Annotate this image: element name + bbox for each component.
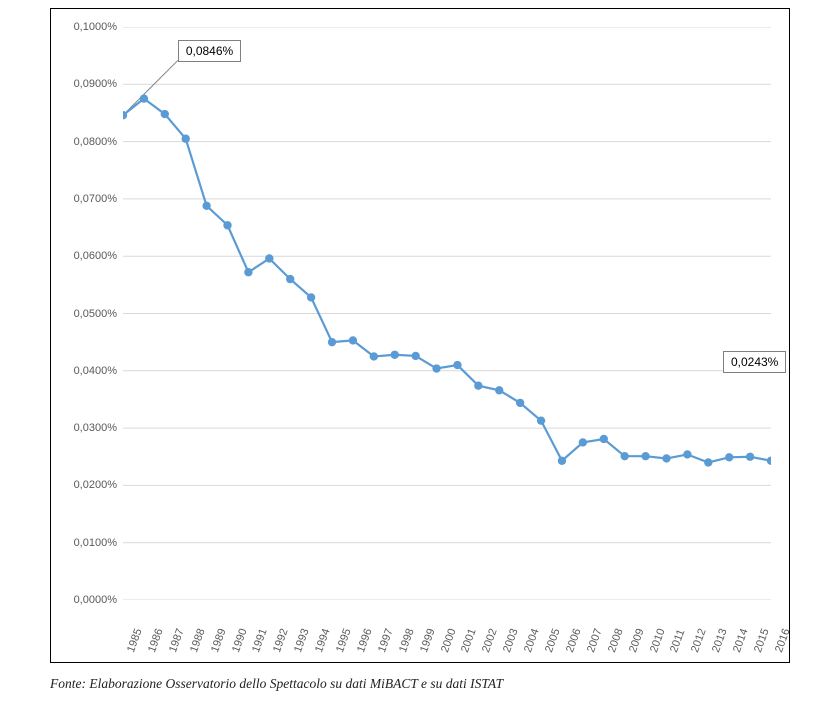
y-tick-label: 0,0000% xyxy=(59,594,117,606)
data-marker xyxy=(641,452,649,460)
source-text: Fonte: Elaborazione Osservatorio dello S… xyxy=(50,676,503,691)
x-tick-label: 1987 xyxy=(167,627,187,654)
gridlines xyxy=(123,27,771,600)
x-tick-label: 2014 xyxy=(731,627,751,654)
x-tick-label: 2008 xyxy=(606,627,626,654)
data-marker xyxy=(620,452,628,460)
y-tick-label: 0,0700% xyxy=(59,193,117,205)
data-line xyxy=(123,99,771,463)
y-tick-label: 0,0500% xyxy=(59,308,117,320)
x-tick-label: 2011 xyxy=(668,628,687,654)
data-marker xyxy=(411,352,419,360)
y-tick-label: 0,0800% xyxy=(59,136,117,148)
callout-leaders xyxy=(123,60,771,460)
x-tick-label: 2006 xyxy=(564,627,584,654)
x-tick-label: 1989 xyxy=(209,627,229,654)
source-caption: Fonte: Elaborazione Osservatorio dello S… xyxy=(50,676,503,692)
data-marker xyxy=(432,364,440,372)
x-tick-label: 2002 xyxy=(480,627,500,654)
callout-text: 0,0243% xyxy=(731,355,778,369)
x-tick-label: 2012 xyxy=(689,627,709,654)
plot-svg xyxy=(123,27,771,600)
y-tick-label: 0,0300% xyxy=(59,422,117,434)
data-marker xyxy=(683,450,691,458)
chart-container: 0,0846% 0,0243% 198519861987198819891990… xyxy=(0,0,840,717)
data-marker xyxy=(140,94,148,102)
x-tick-label: 1999 xyxy=(418,627,438,654)
data-marker xyxy=(600,435,608,443)
data-marker xyxy=(328,338,336,346)
data-marker xyxy=(182,135,190,143)
data-marker xyxy=(579,438,587,446)
data-marker xyxy=(537,416,545,424)
x-tick-label: 1991 xyxy=(250,627,270,654)
x-tick-label: 2007 xyxy=(585,627,605,654)
x-tick-label: 2003 xyxy=(501,627,521,654)
x-tick-label: 1985 xyxy=(125,627,145,654)
x-tick-label: 1992 xyxy=(271,627,291,654)
y-tick-label: 0,1000% xyxy=(59,21,117,33)
x-tick-label: 2005 xyxy=(543,627,563,654)
x-tick-label: 2010 xyxy=(648,627,668,654)
x-tick-label: 2000 xyxy=(439,627,459,654)
data-markers xyxy=(123,94,771,466)
data-marker xyxy=(474,382,482,390)
x-tick-label: 1986 xyxy=(146,627,166,654)
y-tick-label: 0,0100% xyxy=(59,537,117,549)
x-tick-label: 1995 xyxy=(334,627,354,654)
data-marker xyxy=(223,221,231,229)
y-tick-label: 0,0600% xyxy=(59,250,117,262)
x-tick-label: 2013 xyxy=(710,627,730,654)
x-tick-label: 1993 xyxy=(292,627,312,654)
callout-text: 0,0846% xyxy=(186,44,233,58)
data-marker xyxy=(495,386,503,394)
data-marker xyxy=(370,352,378,360)
data-marker xyxy=(307,293,315,301)
callout-label-first: 0,0846% xyxy=(178,40,241,62)
data-marker xyxy=(725,453,733,461)
data-marker xyxy=(161,110,169,118)
x-tick-label: 1988 xyxy=(188,627,208,654)
plot-area: 0,0846% 0,0243% xyxy=(123,27,771,600)
data-marker xyxy=(704,458,712,466)
y-tick-label: 0,0400% xyxy=(59,365,117,377)
x-tick-label: 1998 xyxy=(397,627,417,654)
x-tick-label: 2004 xyxy=(522,627,542,654)
data-marker xyxy=(746,453,754,461)
x-axis: 1985198619871988198919901991199219931994… xyxy=(123,600,771,652)
data-marker xyxy=(662,454,670,462)
data-marker xyxy=(286,275,294,283)
x-tick-label: 2009 xyxy=(627,627,647,654)
x-tick-label: 1994 xyxy=(313,627,333,654)
data-marker xyxy=(391,351,399,359)
data-marker xyxy=(558,457,566,465)
data-marker xyxy=(767,457,771,465)
data-marker xyxy=(516,399,524,407)
data-marker xyxy=(265,254,273,262)
x-tick-label: 2016 xyxy=(773,627,793,654)
data-marker xyxy=(202,202,210,210)
y-tick-label: 0,0200% xyxy=(59,479,117,491)
x-tick-label: 1996 xyxy=(355,627,375,654)
x-tick-label: 2015 xyxy=(752,627,772,654)
data-marker xyxy=(349,336,357,344)
x-tick-label: 1997 xyxy=(376,627,396,654)
data-marker xyxy=(453,361,461,369)
callout-label-last: 0,0243% xyxy=(723,351,786,373)
y-tick-label: 0,0900% xyxy=(59,78,117,90)
x-tick-label: 1990 xyxy=(230,627,250,654)
data-marker xyxy=(244,268,252,276)
x-tick-label: 2001 xyxy=(459,627,479,654)
chart-frame: 0,0846% 0,0243% 198519861987198819891990… xyxy=(50,8,790,663)
